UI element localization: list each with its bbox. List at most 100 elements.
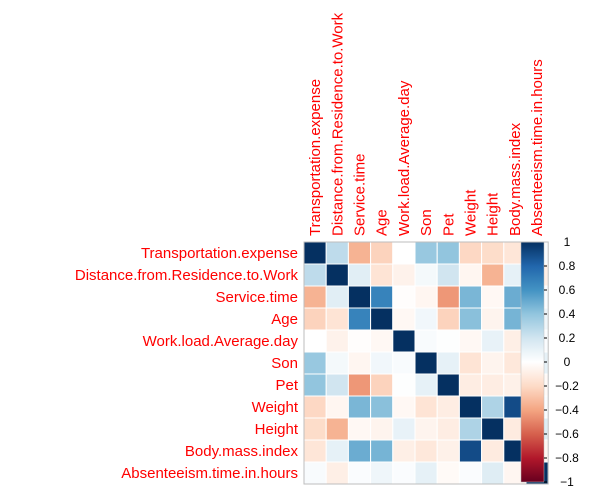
- row-label-work-load-average-day: Work.load.Average.day: [143, 333, 299, 350]
- heatmap-cell: [481, 329, 505, 353]
- heatmap-cell: [481, 351, 505, 375]
- row-label-height: Height: [255, 421, 299, 438]
- heatmap-cell: [392, 285, 416, 309]
- heatmap-cell: [370, 285, 394, 309]
- colorbar-tick-label: 0.6: [559, 283, 576, 297]
- row-label-absenteeism-time-in-hours: Absenteeism.time.in.hours: [121, 465, 298, 482]
- colorbar-gradient: [520, 241, 545, 483]
- heatmap-cell: [370, 307, 394, 331]
- heatmap-cell: [481, 285, 505, 309]
- column-label-body-mass-index: Body.mass.index: [507, 122, 524, 236]
- heatmap-cell: [392, 439, 416, 463]
- heatmap-cell: [303, 285, 327, 309]
- heatmap-cell: [414, 329, 438, 353]
- column-label-height: Height: [485, 192, 502, 236]
- heatmap-cell: [303, 307, 327, 331]
- heatmap-cell: [303, 395, 327, 419]
- heatmap-cell: [436, 329, 460, 353]
- heatmap-cell: [347, 395, 372, 419]
- heatmap-cell: [370, 461, 394, 485]
- row-label-body-mass-index: Body.mass.index: [185, 443, 299, 460]
- heatmap-cell: [436, 373, 460, 397]
- colorbar-tick-label: 0.8: [559, 259, 576, 273]
- heatmap-cell: [458, 285, 483, 309]
- heatmap-cell: [458, 351, 483, 375]
- colorbar-tick-label: 1: [564, 235, 571, 249]
- heatmap-cell: [458, 329, 483, 353]
- heatmap-cell: [347, 373, 372, 397]
- colorbar-tick-label: −0.6: [555, 427, 579, 441]
- heatmap-cell: [481, 461, 505, 485]
- heatmap-cell: [414, 285, 438, 309]
- column-label-work-load-average-day: Work.load.Average.day: [396, 80, 413, 236]
- heatmap-cell: [458, 373, 483, 397]
- heatmap-cell: [392, 329, 416, 353]
- heatmap-cell: [436, 351, 460, 375]
- row-label-distance-from-residence-to-work: Distance.from.Residence.to.Work: [75, 267, 299, 284]
- heatmap-cell: [303, 461, 327, 485]
- heatmap-cell: [481, 241, 505, 265]
- heatmap-cell: [414, 395, 438, 419]
- colorbar-tick-label: 0: [564, 355, 571, 369]
- heatmap-cell: [414, 439, 438, 463]
- heatmap-cell: [303, 351, 327, 375]
- colorbar-tick-label: −0.4: [555, 403, 579, 417]
- heatmap-cell: [325, 351, 349, 375]
- heatmap-cell: [414, 307, 438, 331]
- heatmap-cell: [370, 263, 394, 287]
- row-label-weight: Weight: [252, 399, 299, 416]
- heatmap-cell: [414, 241, 438, 265]
- heatmap-cell: [347, 461, 372, 485]
- row-label-pet: Pet: [275, 377, 298, 394]
- heatmap-cell: [481, 373, 505, 397]
- heatmap-cell: [347, 329, 372, 353]
- heatmap-cell: [347, 241, 372, 265]
- column-label-transportation-expense: Transportation.expense: [307, 79, 324, 236]
- heatmap-cell: [325, 373, 349, 397]
- heatmap-cell: [392, 395, 416, 419]
- heatmap-cell: [458, 417, 483, 441]
- row-labels: Transportation.expense Distance.from.Resi…: [75, 245, 299, 482]
- heatmap-cell: [392, 461, 416, 485]
- heatmap-cell: [325, 241, 349, 265]
- heatmap-cell: [303, 263, 327, 287]
- row-label-age: Age: [271, 311, 298, 328]
- heatmap-cell: [347, 285, 372, 309]
- heatmap-cell: [347, 417, 372, 441]
- heatmap-cell: [370, 395, 394, 419]
- heatmap-cell: [436, 395, 460, 419]
- colorbar-tick-label: −1: [560, 475, 574, 489]
- heatmap-cell: [303, 373, 327, 397]
- heatmap-cell: [347, 263, 372, 287]
- row-label-son: Son: [271, 355, 298, 372]
- heatmap-cell: [370, 351, 394, 375]
- column-label-absenteeism-time-in-hours: Absenteeism.time.in.hours: [529, 59, 546, 236]
- heatmap-cell: [392, 263, 416, 287]
- heatmap-cell: [481, 395, 505, 419]
- column-label-son: Son: [418, 209, 435, 236]
- heatmap-cell: [414, 263, 438, 287]
- heatmap-cell: [458, 307, 483, 331]
- heatmap-cell: [347, 439, 372, 463]
- heatmap-cell: [392, 241, 416, 265]
- column-label-age: Age: [374, 209, 391, 236]
- heatmap-cell: [325, 263, 349, 287]
- heatmap-cell: [414, 461, 438, 485]
- heatmap-cell: [481, 439, 505, 463]
- heatmap-cell: [481, 263, 505, 287]
- heatmap-cell: [436, 307, 460, 331]
- heatmap-cell: [303, 439, 327, 463]
- column-label-distance-from-residence-to-work: Distance.from.Residence.to.Work: [329, 12, 346, 236]
- heatmap-cell: [436, 285, 460, 309]
- colorbar-tick-label: 0.4: [559, 307, 576, 321]
- heatmap-cell: [458, 395, 483, 419]
- heatmap-cell: [325, 417, 349, 441]
- heatmap-cell: [325, 285, 349, 309]
- heatmap-cell: [370, 439, 394, 463]
- heatmap-cell: [370, 241, 394, 265]
- heatmap-cells: [303, 241, 549, 485]
- heatmap-cell: [481, 307, 505, 331]
- heatmap-cell: [347, 351, 372, 375]
- heatmap-cell: [325, 329, 349, 353]
